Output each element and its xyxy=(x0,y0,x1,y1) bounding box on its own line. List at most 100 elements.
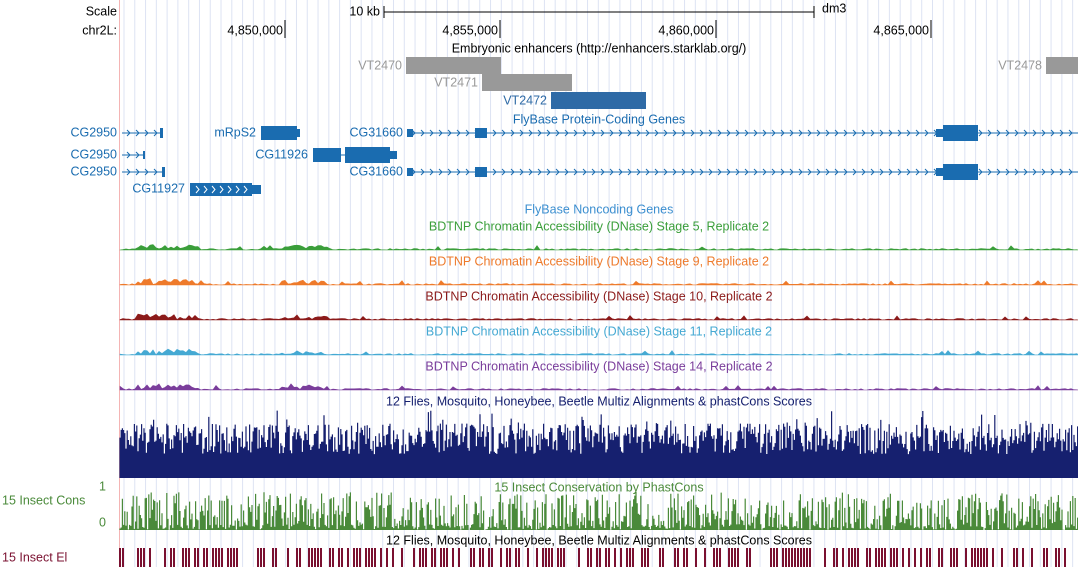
gene-label: CG11926 xyxy=(255,147,308,161)
strand-arrow xyxy=(420,168,425,176)
strand-arrow xyxy=(591,168,596,176)
strand-arrow xyxy=(135,151,140,159)
exon xyxy=(143,151,145,159)
strand-arrow xyxy=(227,185,232,194)
exon xyxy=(943,125,978,141)
strand-arrow xyxy=(870,129,875,137)
strand-arrow xyxy=(744,129,749,137)
strand-arrow xyxy=(843,129,848,137)
strand-arrow xyxy=(699,168,704,176)
strand-arrow xyxy=(492,168,497,176)
strand-arrow xyxy=(627,129,632,137)
chrom-label: chr2L: xyxy=(82,23,117,37)
enhancer xyxy=(406,57,501,74)
strand-arrow xyxy=(672,129,677,137)
strand-arrow xyxy=(465,168,470,176)
strand-arrow xyxy=(825,129,830,137)
strand-arrow xyxy=(609,129,614,137)
strand-arrow xyxy=(699,129,704,137)
strand-arrow xyxy=(153,168,158,176)
exon xyxy=(943,164,978,180)
exon xyxy=(261,126,297,140)
strand-arrow xyxy=(438,129,443,137)
strand-arrow xyxy=(645,168,650,176)
strand-arrow xyxy=(537,129,542,137)
strand-arrow xyxy=(690,129,695,137)
strand-arrow xyxy=(1014,129,1019,137)
strand-arrow xyxy=(654,129,659,137)
strand-arrow xyxy=(510,168,515,176)
strand-arrow xyxy=(195,185,200,194)
strand-arrow xyxy=(135,129,140,137)
track-title: 12 Flies, Mosquito, Honeybee, Beetle Mul… xyxy=(386,394,812,408)
elements xyxy=(119,548,1066,567)
strand-arrow xyxy=(153,129,158,137)
strand-arrow xyxy=(645,129,650,137)
strand-arrow xyxy=(447,129,452,137)
track-title: 12 Flies, Mosquito, Honeybee, Beetle Mul… xyxy=(386,533,812,547)
scale-bar xyxy=(383,6,815,18)
strand-arrow xyxy=(573,168,578,176)
strand-arrow xyxy=(771,129,776,137)
enhancer-label: VT2472 xyxy=(503,93,547,107)
exon xyxy=(162,167,165,177)
exon xyxy=(345,147,390,163)
strand-arrow xyxy=(924,168,929,176)
strand-arrow xyxy=(780,129,785,137)
strand-arrow xyxy=(726,129,731,137)
exon xyxy=(297,129,300,137)
exon xyxy=(160,128,163,138)
strand-arrow xyxy=(996,168,1001,176)
gene-label: CG11927 xyxy=(132,181,185,195)
gene-label: CG2950 xyxy=(70,147,117,161)
strand-arrow xyxy=(735,129,740,137)
enhancer-label: VT2470 xyxy=(358,58,402,72)
strand-arrow xyxy=(924,129,929,137)
track-title: FlyBase Protein-Coding Genes xyxy=(513,112,685,126)
strand-arrow xyxy=(636,129,641,137)
exon xyxy=(936,129,943,137)
strand-arrow xyxy=(762,168,767,176)
strand-arrow xyxy=(519,168,524,176)
gene-label: mRpS2 xyxy=(214,125,256,139)
enhancer xyxy=(1046,57,1078,74)
strand-arrow xyxy=(654,168,659,176)
strand-arrow xyxy=(906,129,911,137)
strand-arrow xyxy=(564,129,569,137)
strand-arrow xyxy=(825,168,830,176)
strand-arrow xyxy=(672,168,677,176)
strand-arrow xyxy=(978,129,983,137)
strand-arrow xyxy=(438,168,443,176)
strand-arrow xyxy=(1023,129,1028,137)
strand-arrow xyxy=(203,185,208,194)
strand-arrow xyxy=(717,129,722,137)
strand-arrow xyxy=(582,168,587,176)
strand-arrow xyxy=(762,129,767,137)
strand-arrow xyxy=(879,168,884,176)
scale-size: 10 kb xyxy=(349,4,380,18)
strand-arrow xyxy=(978,168,983,176)
strand-arrow xyxy=(627,168,632,176)
enhancer xyxy=(551,92,646,109)
strand-arrow xyxy=(843,168,848,176)
signal xyxy=(119,313,1078,321)
track-title: BDTNP Chromatin Accessibility (DNase) St… xyxy=(425,359,772,373)
strand-arrow xyxy=(1068,129,1073,137)
signal xyxy=(119,348,1078,356)
strand-arrow xyxy=(636,168,641,176)
exon xyxy=(313,148,341,162)
strand-arrow xyxy=(573,129,578,137)
strand-arrow xyxy=(519,129,524,137)
strand-arrow xyxy=(726,168,731,176)
gene-label: CG31660 xyxy=(349,164,403,178)
strand-arrow xyxy=(126,151,131,159)
strand-arrow xyxy=(816,129,821,137)
ruler-label: 4,850,000 xyxy=(227,23,283,37)
strand-arrow xyxy=(834,129,839,137)
ruler-label: 4,865,000 xyxy=(873,23,929,37)
strand-arrow xyxy=(456,129,461,137)
strand-arrow xyxy=(537,168,542,176)
strand-arrow xyxy=(861,129,866,137)
strand-arrow xyxy=(447,168,452,176)
strand-arrow xyxy=(144,129,149,137)
